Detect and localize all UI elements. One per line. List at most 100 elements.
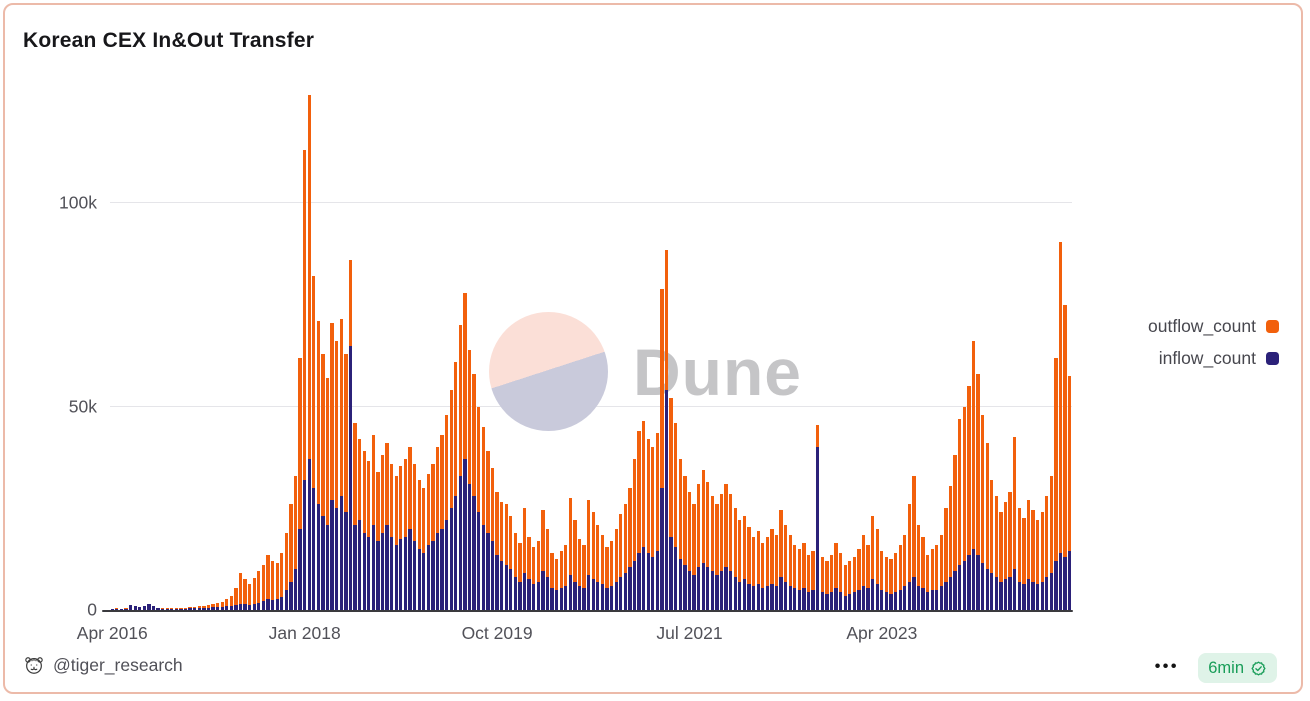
inflow-bar — [742, 579, 747, 610]
inflow-bar — [490, 540, 495, 610]
outflow-bar — [339, 319, 343, 610]
inflow-bar — [857, 589, 861, 610]
inflow-bar — [536, 581, 540, 610]
inflow-bar — [623, 573, 627, 610]
inflow-bar — [532, 583, 536, 610]
inflow-bar — [646, 553, 650, 610]
outflow-bar — [692, 504, 696, 610]
inflow-bar — [133, 605, 137, 610]
inflow-bar — [458, 475, 463, 610]
gridline — [110, 202, 1072, 204]
outflow-bar — [554, 559, 559, 610]
inflow-bar — [935, 589, 939, 610]
outflow-bar — [275, 563, 279, 610]
inflow-bar — [609, 585, 614, 610]
inflow-bar — [861, 585, 866, 610]
inflow-bar — [174, 608, 179, 610]
outflow-bar — [435, 447, 440, 610]
inflow-bar — [399, 538, 403, 610]
outflow-bar — [541, 510, 545, 610]
inflow-bar — [898, 589, 902, 610]
outflow-bar — [687, 492, 692, 610]
legend-label-inflow: inflow_count — [1158, 348, 1256, 368]
outflow-bar — [399, 465, 403, 610]
outflow-bar — [568, 498, 572, 610]
outflow-bar — [463, 292, 467, 610]
inflow-bar — [321, 516, 325, 610]
outflow-bar — [243, 579, 247, 610]
outflow-bar — [852, 557, 856, 610]
inflow-bar — [825, 593, 829, 610]
inflow-bar — [820, 591, 824, 610]
outflow-bar — [774, 534, 779, 610]
outflow-bar — [793, 544, 797, 610]
outflow-bar — [889, 559, 893, 610]
outflow-bar — [403, 459, 408, 610]
inflow-bar — [958, 565, 962, 610]
outflow-bar — [985, 443, 989, 610]
inflow-bar — [261, 601, 266, 610]
inflow-bar — [1017, 581, 1021, 610]
inflow-bar — [921, 587, 925, 610]
inflow-bar — [394, 544, 398, 610]
inflow-bar — [541, 571, 545, 610]
inflow-bar — [559, 587, 563, 610]
dashboard-card: Korean CEX In&Out Transfer Dune 0 50k 100k… — [3, 3, 1303, 694]
inflow-bar — [779, 577, 783, 610]
outflow-bar — [302, 150, 307, 610]
inflow-bar — [738, 581, 742, 610]
legend-item-inflow[interactable]: inflow_count — [1148, 348, 1279, 369]
outflow-bar — [1022, 518, 1026, 610]
outflow-bar — [454, 361, 458, 610]
legend-swatch-outflow-icon — [1266, 320, 1279, 333]
outflow-bar — [591, 512, 595, 610]
outflow-bar — [1045, 496, 1049, 610]
inflow-bar — [504, 565, 508, 610]
outflow-bar — [678, 459, 682, 610]
inflow-bar — [527, 579, 531, 610]
inflow-bar — [811, 589, 815, 610]
outflow-bar — [903, 534, 907, 610]
inflow-bar — [215, 606, 220, 610]
outflow-bar — [536, 540, 540, 610]
y-axis-label: 100k — [59, 192, 97, 213]
inflow-bar — [838, 591, 843, 610]
inflow-bar — [843, 595, 847, 610]
inflow-bar — [138, 606, 142, 610]
inflow-bar — [619, 577, 623, 610]
inflow-bar — [147, 603, 151, 610]
outflow-bar — [802, 542, 806, 610]
inflow-bar — [1035, 583, 1040, 610]
outflow-bar — [527, 536, 531, 610]
inflow-bar — [916, 585, 921, 610]
inflow-bar — [976, 555, 980, 610]
outflow-bar — [293, 475, 298, 610]
inflow-bar — [518, 581, 522, 610]
outflow-bar — [509, 516, 513, 610]
inflow-bar — [1026, 579, 1031, 610]
more-options-button[interactable]: ••• — [1154, 658, 1179, 675]
outflow-bar — [431, 463, 435, 610]
inflow-bar — [770, 583, 774, 610]
inflow-bar — [417, 548, 421, 610]
legend-label-outflow: outflow_count — [1148, 316, 1256, 336]
inflow-bar — [280, 596, 284, 610]
inflow-bar — [761, 587, 765, 610]
inflow-bar — [307, 459, 311, 610]
outflow-bar — [495, 492, 499, 610]
outflow-bar — [412, 463, 417, 610]
inflow-bar — [632, 561, 637, 610]
outflow-bar — [701, 469, 705, 610]
outflow-bar — [248, 583, 252, 610]
outflow-bar — [257, 571, 261, 610]
inflow-bar — [1008, 577, 1012, 610]
inflow-bar — [449, 508, 453, 610]
inflow-bar — [926, 591, 930, 610]
legend-item-outflow[interactable]: outflow_count — [1148, 316, 1279, 337]
outflow-bar — [976, 374, 980, 610]
author-link[interactable]: @tiger_research — [23, 654, 183, 676]
inflow-bar — [362, 532, 366, 610]
outflow-bar — [646, 439, 650, 610]
refresh-age-badge[interactable]: 6min — [1198, 653, 1277, 683]
outflow-bar — [871, 516, 875, 610]
